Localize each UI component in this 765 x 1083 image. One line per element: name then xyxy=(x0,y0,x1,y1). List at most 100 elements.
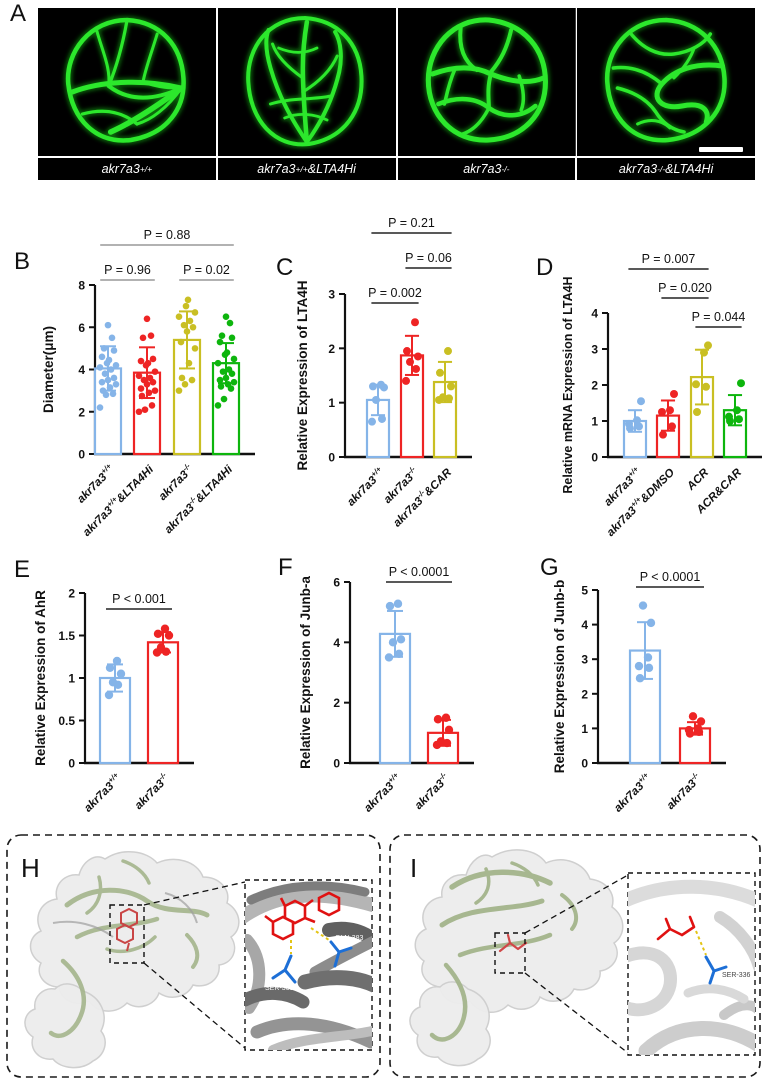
x-category-label: ACR xyxy=(684,466,711,493)
protein-surface-h xyxy=(24,851,240,1069)
scatter-point xyxy=(228,334,236,342)
y-tick-label: 4 xyxy=(78,363,85,377)
scatter-point xyxy=(217,383,225,390)
scatter-point xyxy=(223,349,231,356)
scatter-point xyxy=(146,374,154,382)
binding-site-inset-h: GLN-383 SER-365 xyxy=(244,879,373,1051)
scatter-point xyxy=(144,359,152,367)
y-tick-label: 2 xyxy=(581,687,588,701)
scatter-point xyxy=(151,368,159,375)
scatter-point xyxy=(149,355,157,363)
scatter-point xyxy=(637,397,645,406)
y-tick-label: 0.5 xyxy=(58,714,75,728)
p-value-label: P = 0.044 xyxy=(692,310,746,324)
microscopy-label-3: akr7a3 -/- xyxy=(397,156,576,180)
scale-bar xyxy=(699,147,743,152)
scatter-point xyxy=(646,618,656,628)
scatter-point xyxy=(191,309,199,316)
panel-letter-d: D xyxy=(536,254,554,281)
scatter-point xyxy=(98,353,106,361)
scatter-point xyxy=(638,601,648,610)
scatter-point xyxy=(110,347,118,354)
scatter-point xyxy=(185,359,193,367)
scatter-point xyxy=(385,601,395,611)
scatter-point xyxy=(441,713,451,722)
axes: 0 1 2 3 4 5 xyxy=(581,584,726,771)
x-category-label: akr7a3-/- xyxy=(663,770,705,812)
microscopy-label-1: akr7a3 +/+ xyxy=(38,156,216,180)
microscopy-cell-4: akr7a3 -/- &LTA4Hi xyxy=(577,8,755,180)
scatter-point xyxy=(107,366,115,373)
y-axis-label: Relative Expression of Junb-b xyxy=(552,580,567,774)
zoom-region-box-i xyxy=(494,932,526,974)
chart-svg-G: 0 1 2 3 4 5 Relative Expression of Junb-b P < 0… xyxy=(552,570,726,815)
axes: 0 1 2 3 4 xyxy=(591,307,762,465)
significance-bracket: P = 0.88 xyxy=(100,228,234,246)
panel-letter-g: G xyxy=(540,554,559,581)
scatter-point xyxy=(625,419,633,428)
bar-group-1 xyxy=(378,599,412,765)
y-axis-label: Diameter(μm) xyxy=(41,326,56,413)
y-axis-label: Relative Expression of AhR xyxy=(33,590,48,766)
significance-bracket: P = 0.21 xyxy=(371,216,452,234)
scatter-point xyxy=(147,332,155,339)
scatter-point xyxy=(670,390,678,398)
scatter-point xyxy=(106,384,114,391)
scatter-point xyxy=(108,678,118,687)
scatter-point xyxy=(153,629,163,638)
scatter-point xyxy=(216,338,224,346)
scatter-point xyxy=(191,345,199,352)
scatter-point xyxy=(100,345,108,352)
scatter-point xyxy=(182,302,190,310)
x-category-label: akr7a3+/+ xyxy=(343,464,387,508)
scatter-point xyxy=(635,674,645,683)
panel-letter-e: E xyxy=(14,556,31,583)
chart-panel-g: 0 1 2 3 4 5 Relative Expression of Junb-b P < 0… xyxy=(552,545,765,877)
scatter-point xyxy=(644,663,654,673)
significance-bracket: P = 0.06 xyxy=(405,251,452,269)
scatter-point xyxy=(393,599,403,608)
scatter-point xyxy=(181,380,189,388)
scatter-point xyxy=(218,332,226,339)
zoom-connector xyxy=(143,962,246,1049)
scatter-point xyxy=(668,422,676,431)
p-value-label: P < 0.0001 xyxy=(389,565,450,579)
significance-bracket: P = 0.044 xyxy=(692,310,746,328)
bar-group-1 xyxy=(622,397,648,459)
bar-group-2 xyxy=(655,390,681,459)
scatter-point xyxy=(183,328,191,335)
microscopy-cell-1: akr7a3 +/+ xyxy=(38,8,216,180)
scatter-point xyxy=(230,378,238,386)
scatter-point xyxy=(378,414,386,423)
significance-bracket: P < 0.001 xyxy=(106,592,172,610)
scatter-point xyxy=(635,422,643,431)
scatter-point xyxy=(177,338,185,346)
p-value-label: P = 0.020 xyxy=(658,281,712,295)
chart-panel-d: 0 1 2 3 4 Relative mRNA Expression of LTA4H P … xyxy=(545,205,765,563)
y-tick-label: 3 xyxy=(591,343,598,357)
scatter-point xyxy=(737,379,745,388)
bar-group-1 xyxy=(98,656,132,765)
scatter-point xyxy=(439,393,447,402)
bar-group-2 xyxy=(426,713,460,765)
scatter-point xyxy=(633,416,641,425)
scatter-point xyxy=(394,649,404,658)
x-category-label: akr7a3-/- xyxy=(411,770,453,812)
scatter-point xyxy=(104,321,112,329)
microscopy-cell-3: akr7a3 -/- xyxy=(397,8,576,180)
scatter-point xyxy=(104,376,112,384)
scatter-point xyxy=(96,404,104,411)
scatter-point xyxy=(725,412,733,421)
scatter-point xyxy=(700,348,708,357)
scatter-point xyxy=(388,638,398,647)
chart-svg-C: 0 1 2 3 Relative Expression of LTA4H P = 0.00… xyxy=(295,216,472,529)
scatter-point xyxy=(447,382,455,391)
scatter-point xyxy=(214,402,222,409)
scatter-point xyxy=(702,382,710,391)
significance-bracket: P = 0.002 xyxy=(368,286,422,304)
residue-label: GLN-383 xyxy=(335,935,364,942)
ligand-sticks xyxy=(656,915,696,941)
bar-group-4 xyxy=(722,379,748,459)
panel-h-docking: H xyxy=(6,834,381,1078)
